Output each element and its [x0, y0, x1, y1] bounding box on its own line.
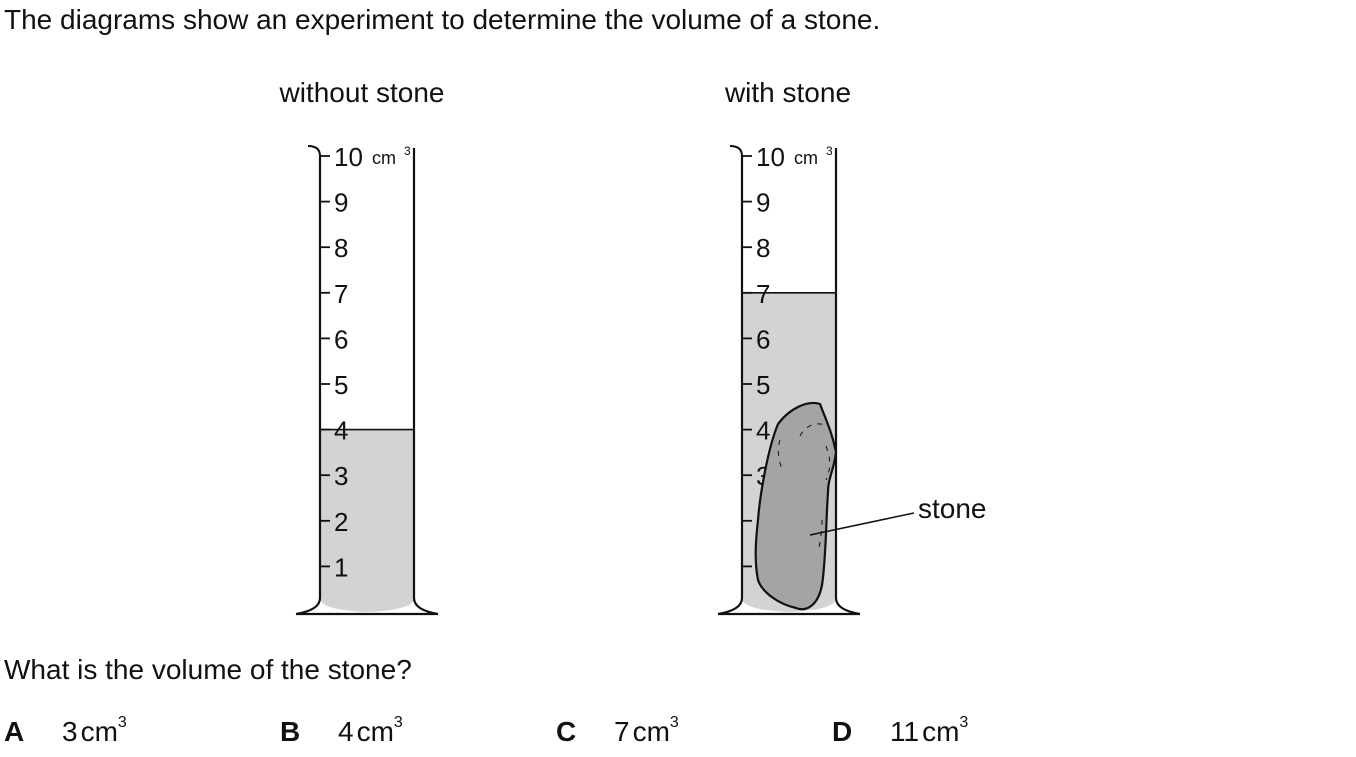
label-without-stone: without stone	[279, 77, 445, 108]
left-cylinder-liquid	[320, 429, 414, 612]
option-unit-power: 3	[959, 714, 969, 731]
left-cylinder-scale-number: 7	[334, 279, 348, 309]
right-cylinder-scale-number: 9	[756, 188, 770, 218]
option-d[interactable]: D 11 cm3	[832, 714, 969, 748]
right-cylinder-scale-number: 7	[756, 279, 770, 309]
cylinder-without-stone: 10 9 8 7 6 5 4 3 2 1 cm 3	[295, 142, 439, 616]
option-letter: C	[556, 716, 577, 747]
option-a[interactable]: A 3 cm3	[4, 714, 127, 748]
option-value: 11	[890, 716, 920, 747]
left-cylinder-scale-number: 4	[334, 416, 348, 446]
left-cylinder-unit-label: cm	[372, 148, 396, 168]
left-cylinder-scale-number: 8	[334, 233, 348, 263]
left-cylinder-scale-number: 5	[334, 370, 348, 400]
left-cylinder-scale-number: 1	[334, 552, 348, 582]
answer-options: A 3 cm3 B 4 cm3 C 7 cm3 D 11 cm3	[0, 714, 1356, 756]
left-cylinder-base	[295, 597, 439, 616]
option-letter: D	[832, 716, 853, 747]
left-cylinder-scale-number: 10	[334, 142, 363, 172]
right-cylinder-scale-number: 5	[756, 370, 770, 400]
option-letter: B	[280, 716, 301, 747]
prompt-text: What is the volume of the stone?	[4, 654, 412, 685]
left-cylinder-scale-number: 6	[334, 324, 348, 354]
stone-label: stone	[918, 493, 987, 524]
left-cylinder-unit-power: 3	[404, 144, 411, 158]
option-unit: cm	[356, 716, 394, 747]
option-c[interactable]: C 7 cm3	[556, 714, 679, 748]
option-unit-power: 3	[393, 714, 403, 731]
left-cylinder-lip	[307, 145, 321, 157]
question-text: The diagrams show an experiment to deter…	[4, 4, 881, 35]
option-b[interactable]: B 4 cm3	[280, 714, 403, 748]
option-value: 3	[62, 716, 78, 747]
left-cylinder-scale-number: 9	[334, 188, 348, 218]
right-cylinder-unit-power: 3	[826, 144, 833, 158]
right-cylinder-base	[717, 597, 861, 616]
right-cylinder-scale-number: 6	[756, 324, 770, 354]
option-value: 4	[338, 716, 354, 747]
option-unit: cm	[922, 716, 960, 747]
option-unit: cm	[632, 716, 670, 747]
right-cylinder-scale-number: 4	[756, 416, 770, 446]
option-unit: cm	[80, 716, 118, 747]
option-unit-power: 3	[117, 714, 127, 731]
right-cylinder-unit-label: cm	[794, 148, 818, 168]
label-with-stone: with stone	[724, 77, 851, 108]
left-cylinder-scale-number: 2	[334, 507, 348, 537]
option-value: 7	[614, 716, 630, 747]
right-cylinder-scale-number: 8	[756, 233, 770, 263]
stone-pointer-line	[809, 512, 915, 536]
right-cylinder-scale-number: 10	[756, 142, 785, 172]
option-letter: A	[4, 716, 25, 747]
option-unit-power: 3	[669, 714, 679, 731]
left-cylinder-scale-number: 3	[334, 461, 348, 491]
stone	[754, 401, 838, 611]
right-cylinder-lip	[729, 145, 743, 157]
